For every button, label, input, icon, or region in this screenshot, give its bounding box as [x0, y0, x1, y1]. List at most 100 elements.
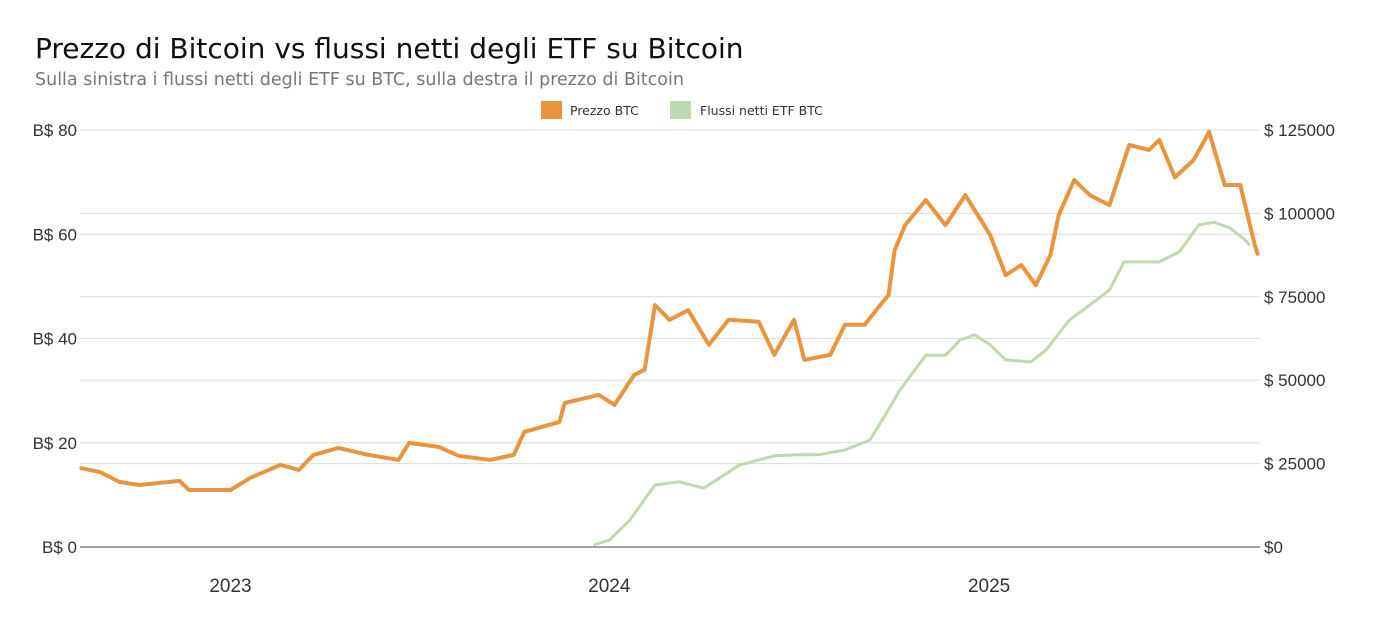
left-axis: B$ 0 B$ 20 B$ 40 B$ 60 B$ 80	[33, 121, 77, 557]
data-point-flussi	[959, 339, 961, 341]
data-point-prezzo	[1035, 284, 1037, 286]
data-point-prezzo	[1073, 179, 1076, 181]
data-point-flussi	[1197, 224, 1200, 226]
data-point-flussi	[1178, 251, 1180, 253]
data-point-flussi	[1248, 244, 1251, 246]
data-point-prezzo	[1208, 131, 1210, 133]
data-point-prezzo	[1049, 254, 1052, 256]
data-point-prezzo	[249, 477, 252, 479]
data-point-prezzo	[668, 319, 671, 321]
data-point-prezzo	[887, 294, 890, 296]
left-tick-label: B$ 80	[33, 121, 77, 140]
legend-label-flows: Flussi netti ETF BTC	[700, 103, 823, 118]
series-line-flussi-etf	[593, 220, 1251, 547]
data-point-flussi	[818, 453, 820, 456]
x-tick-label: 2023	[209, 576, 251, 597]
data-point-prezzo	[598, 394, 600, 396]
data-point-prezzo	[337, 447, 340, 449]
data-point-prezzo	[708, 344, 710, 346]
data-point-prezzo	[803, 359, 806, 361]
data-point-prezzo	[98, 471, 101, 473]
data-point-prezzo	[458, 455, 460, 457]
data-point-prezzo	[893, 249, 896, 251]
data-point-flussi	[1213, 221, 1216, 224]
data-point-prezzo	[563, 402, 566, 404]
data-point-flussi	[1004, 359, 1007, 361]
data-point-prezzo	[1223, 184, 1226, 186]
x-axis: 2023 2024 2025	[209, 576, 1010, 597]
data-point-prezzo	[1148, 149, 1150, 151]
data-point-flussi	[702, 487, 705, 489]
data-point-flussi	[654, 484, 656, 486]
data-point-prezzo	[79, 467, 81, 469]
right-tick-label: $0	[1264, 538, 1283, 557]
data-point-prezzo	[118, 481, 121, 483]
chart-subtitle: Sulla sinistra i flussi netti degli ETF …	[35, 70, 684, 90]
legend-swatch-flows	[670, 101, 691, 119]
left-tick-label: B$ 60	[33, 225, 77, 244]
data-point-flussi	[773, 454, 776, 457]
data-point-prezzo	[1257, 254, 1259, 256]
data-point-prezzo	[188, 489, 190, 491]
series-line-prezzo-btc	[79, 130, 1260, 492]
data-point-flussi	[718, 477, 721, 479]
data-point-prezzo	[757, 321, 760, 323]
data-point-flussi	[884, 414, 887, 416]
data-point-prezzo	[613, 404, 616, 406]
data-point-prezzo	[989, 234, 991, 236]
data-point-prezzo	[367, 454, 370, 456]
data-point-prezzo	[1174, 176, 1176, 179]
x-tick-label: 2025	[968, 576, 1010, 597]
data-point-prezzo	[1020, 264, 1023, 266]
data-point-prezzo	[879, 304, 881, 306]
right-tick-label: $ 50000	[1264, 371, 1325, 390]
data-point-prezzo	[844, 324, 846, 326]
data-point-prezzo	[397, 459, 400, 461]
data-point-prezzo	[523, 431, 525, 433]
data-point-flussi	[844, 449, 846, 451]
data-point-prezzo	[279, 464, 282, 466]
x-tick-label: 2024	[588, 576, 631, 597]
data-point-flussi	[899, 389, 901, 391]
data-point-flussi	[944, 354, 947, 356]
data-point-prezzo	[558, 421, 561, 423]
legend-label-price: Prezzo BTC	[570, 103, 639, 118]
data-point-prezzo	[138, 484, 140, 486]
left-tick-label: B$ 20	[33, 434, 77, 453]
data-point-prezzo	[438, 446, 440, 448]
data-point-flussi	[1088, 304, 1091, 306]
legend: Prezzo BTC Flussi netti ETF BTC	[541, 101, 823, 119]
data-point-prezzo	[312, 454, 315, 456]
data-point-prezzo	[1239, 184, 1242, 186]
data-point-prezzo	[944, 224, 947, 226]
data-point-flussi	[592, 544, 595, 546]
data-point-prezzo	[1057, 214, 1060, 216]
data-point-prezzo	[654, 304, 656, 306]
right-tick-label: $ 25000	[1264, 455, 1325, 474]
data-point-prezzo	[1158, 139, 1161, 141]
right-tick-label: $ 125000	[1264, 121, 1335, 140]
data-point-prezzo	[1004, 274, 1007, 276]
data-point-prezzo	[489, 459, 491, 461]
data-point-flussi	[678, 481, 680, 483]
data-point-flussi	[925, 354, 927, 356]
right-tick-label: $ 75000	[1264, 288, 1325, 307]
right-axis: $0 $ 25000 $ 50000 $ 75000 $ 100000 $ 12…	[1264, 121, 1335, 557]
gridlines	[80, 129, 1260, 548]
legend-swatch-price	[541, 101, 562, 119]
data-point-prezzo	[687, 309, 689, 311]
left-tick-label: B$ 40	[33, 330, 77, 349]
data-point-flussi	[1229, 227, 1231, 229]
data-point-prezzo	[643, 369, 646, 371]
data-point-flussi	[1029, 361, 1032, 363]
data-point-prezzo	[408, 442, 410, 444]
data-point-prezzo	[863, 324, 866, 326]
data-point-flussi	[1137, 261, 1140, 263]
data-point-prezzo	[229, 489, 232, 491]
data-point-prezzo	[513, 454, 515, 456]
data-point-flussi	[1068, 319, 1070, 322]
data-point-prezzo	[925, 199, 927, 201]
data-point-flussi	[798, 453, 801, 456]
data-point-prezzo	[793, 319, 795, 321]
